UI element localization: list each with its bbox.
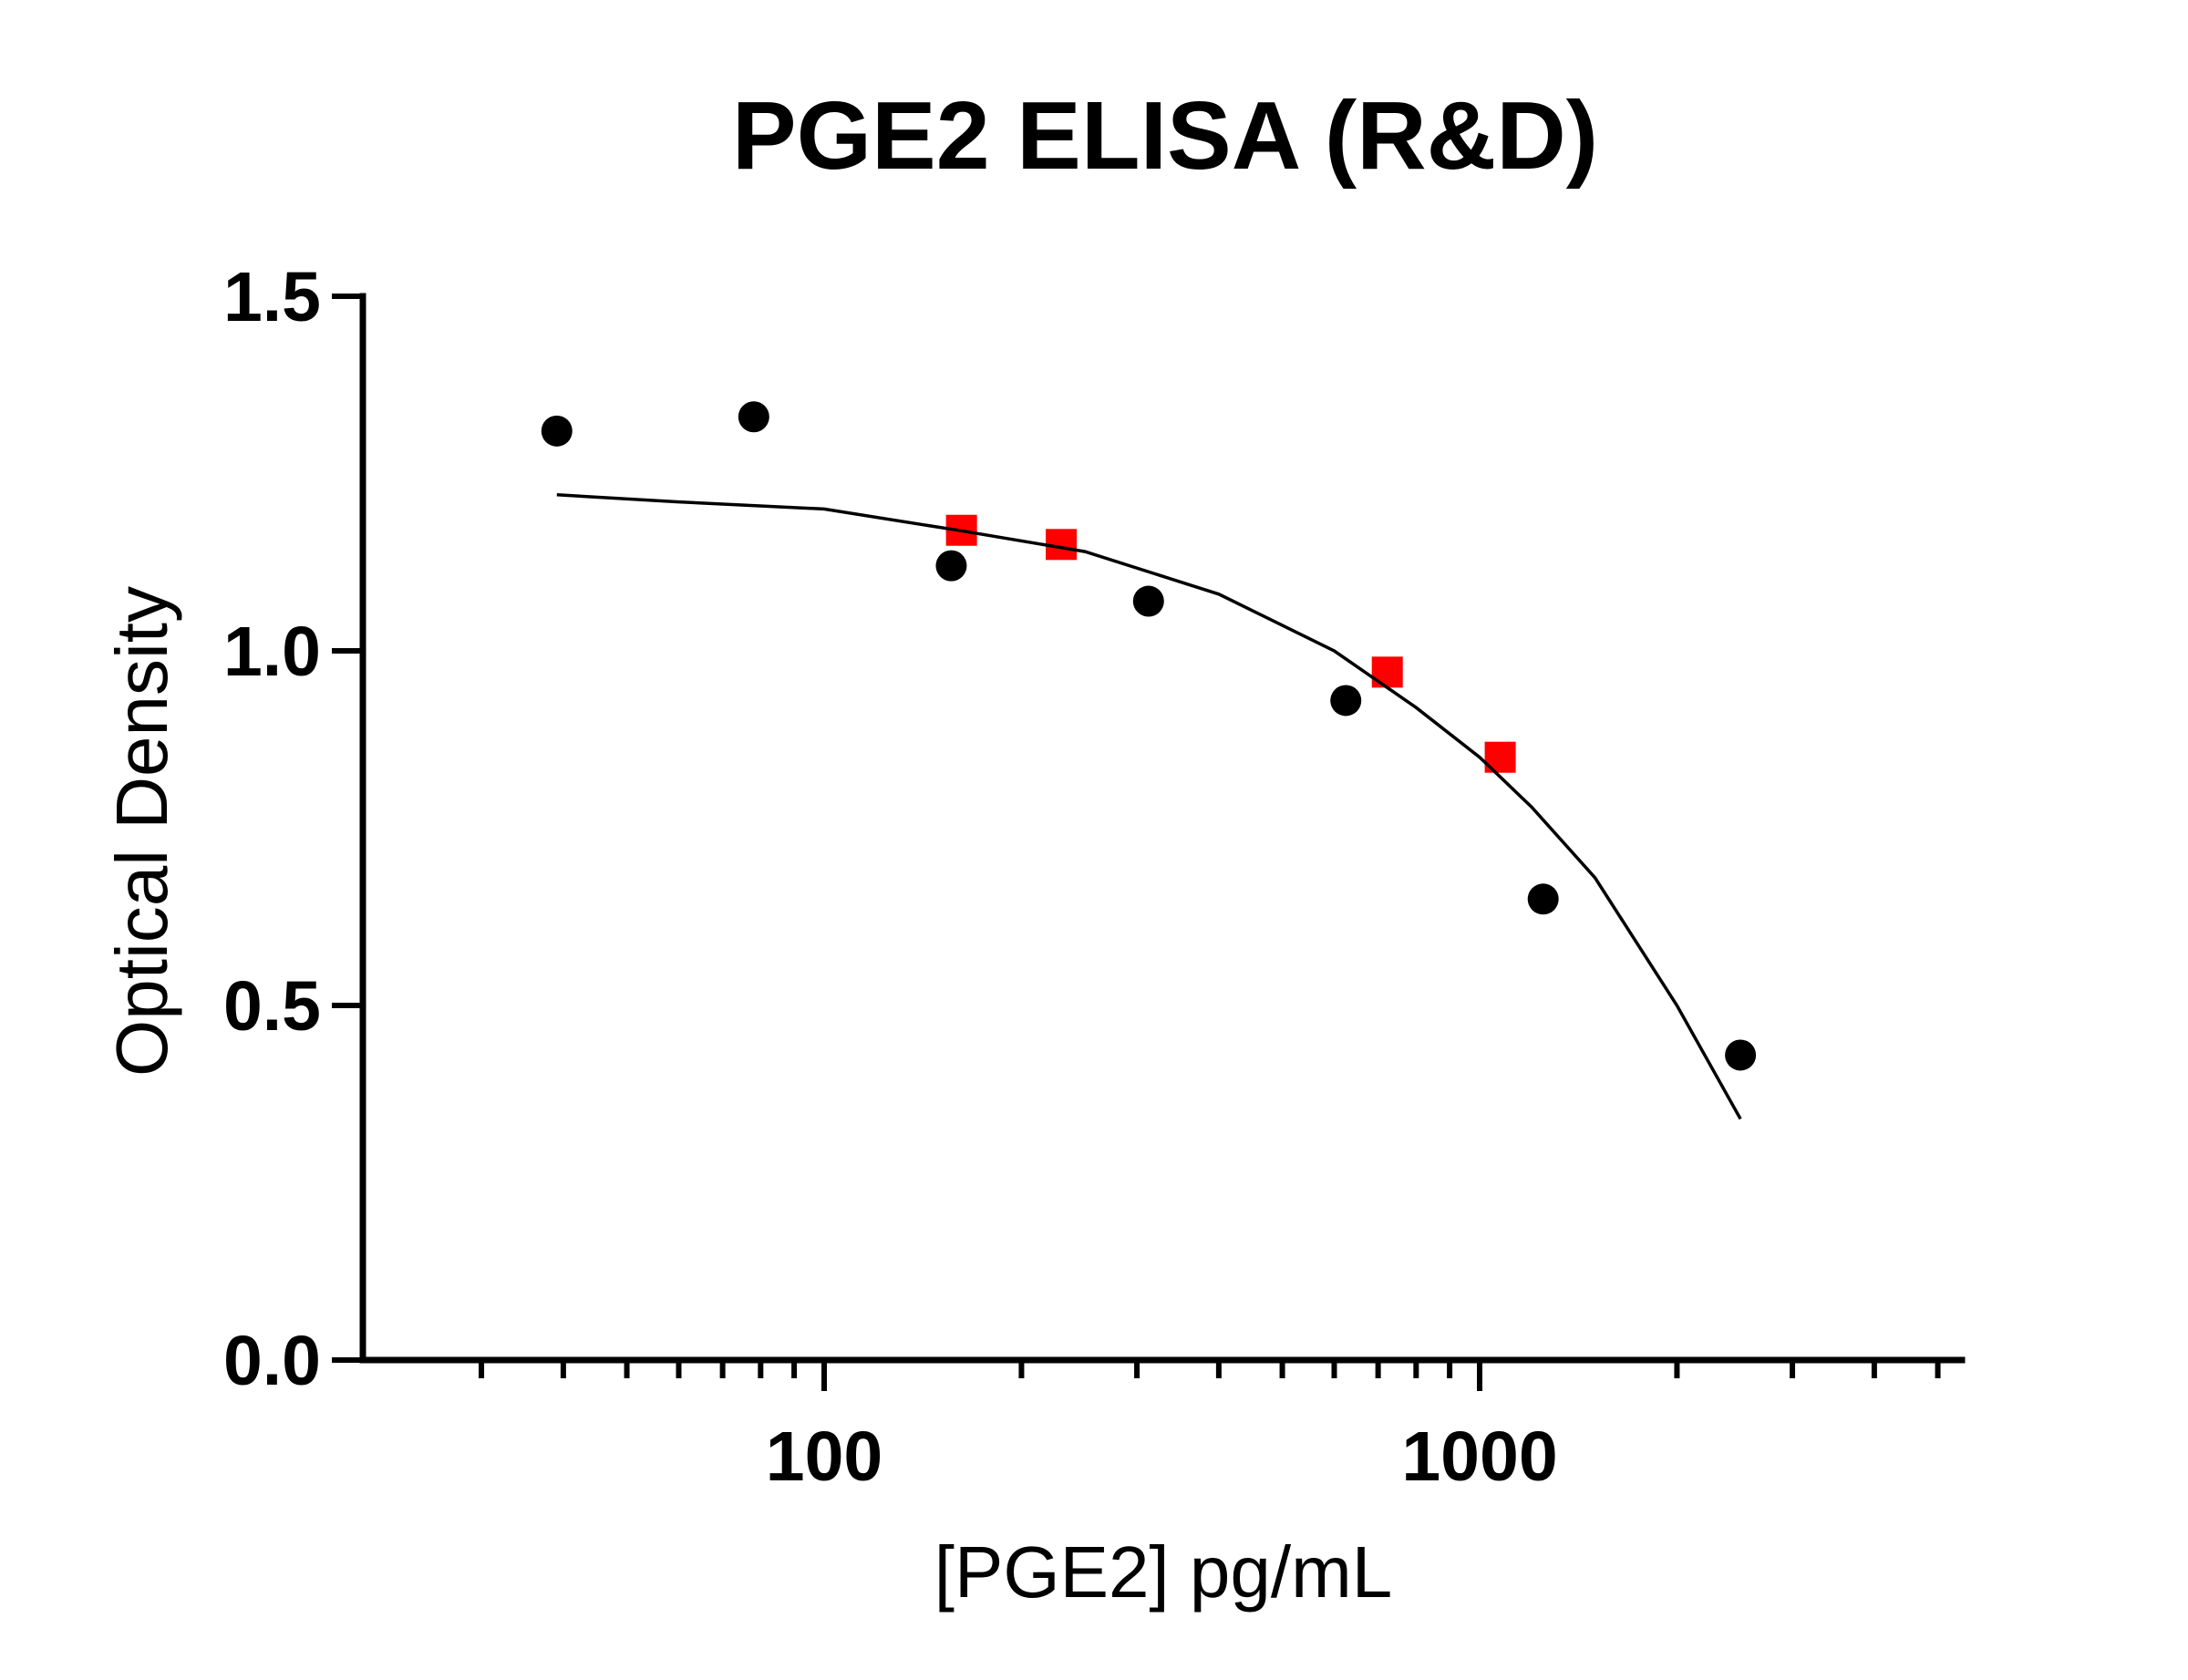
data-point-circle	[1330, 685, 1362, 716]
fit-curve	[556, 493, 1742, 1120]
y-axis-label: Optical Density	[101, 586, 182, 1077]
y-tick-label: 1.0	[223, 613, 321, 691]
data-point-circle	[1527, 883, 1559, 915]
chart-title: PGE2 ELISA (R&D)	[732, 82, 1598, 190]
y-axis: 0.0 0.5 1.0 1.5	[223, 258, 366, 1400]
data-point-circle	[738, 401, 769, 433]
x-axis: 100 1000	[359, 1356, 1966, 1496]
x-tick-label: 1000	[1401, 1417, 1557, 1496]
data-point-square	[1371, 656, 1403, 688]
y-tick-label: 0.0	[223, 1322, 321, 1400]
y-tick-label: 1.5	[223, 258, 321, 336]
data-point-circle	[1132, 585, 1164, 617]
plot-area	[541, 401, 1757, 1120]
y-tick-label: 0.5	[223, 967, 321, 1046]
x-axis-label: [PGE2] pg/mL	[934, 1531, 1392, 1613]
data-point-circle	[541, 415, 573, 447]
data-point-circle	[935, 550, 967, 582]
data-point-circle	[1725, 1039, 1757, 1071]
x-tick-label: 100	[766, 1417, 882, 1496]
